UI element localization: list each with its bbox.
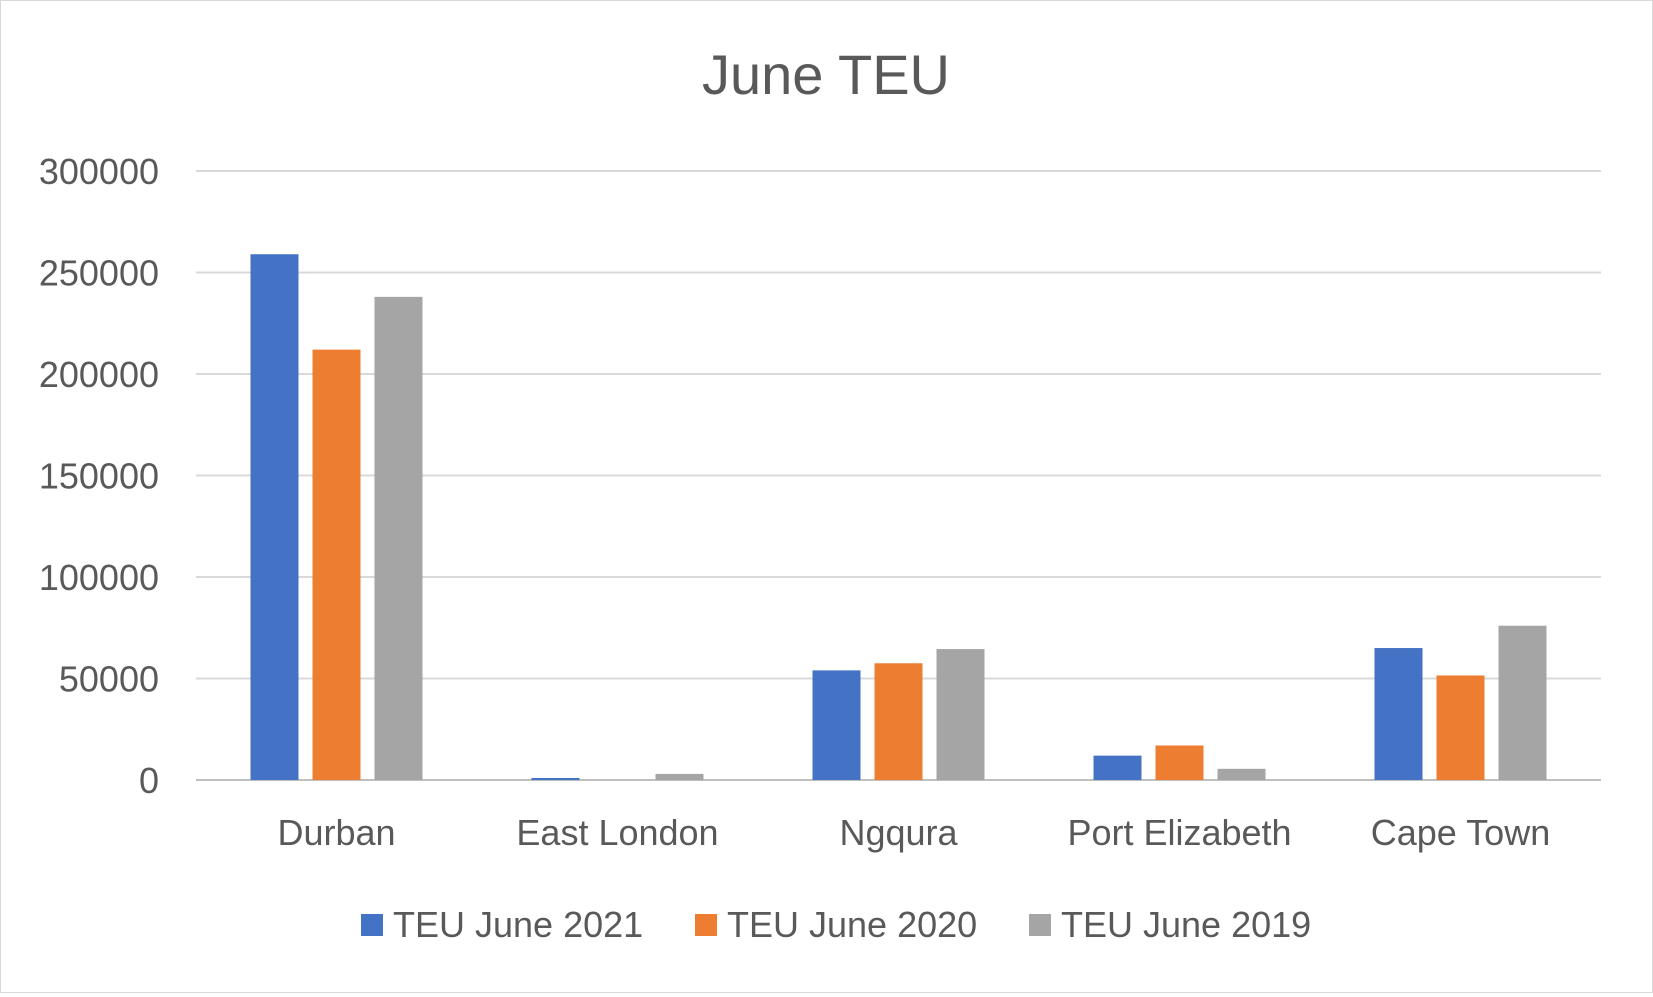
bar-durban-series-1 [250,254,299,781]
legend-swatch [695,914,717,936]
x-category-label: Ngqura [839,812,958,853]
x-category-label: East London [516,812,718,853]
x-axis-category-labels: Durban East London Ngqura Port Elizabeth Cap… [277,812,1550,853]
bar-port-elizabeth-series-1 [1093,755,1142,780]
legend-swatch [361,914,383,936]
y-tick-label: 0 [139,760,159,801]
bar-port-elizabeth-series-2 [1155,745,1204,780]
y-tick-label: 300000 [39,151,159,192]
bar-cape-town-series-2 [1436,675,1485,780]
legend-label: TEU June 2019 [1061,904,1311,945]
bar-ngqura-series-3 [936,649,985,780]
y-tick-label: 100000 [39,557,159,598]
bar-ngqura-series-1 [812,670,861,780]
y-tick-label: 50000 [59,659,159,700]
y-tick-label: 250000 [39,253,159,294]
gridlines [196,170,1601,781]
chart-title: June TEU [702,43,950,106]
bar-east-london-series-3 [655,773,704,780]
bar-cape-town-series-1 [1374,648,1423,780]
legend: TEU June 2021 TEU June 2020 TEU June 2019 [361,904,1311,945]
legend-label: TEU June 2020 [727,904,977,945]
x-category-label: Durban [277,812,395,853]
bar-durban-series-2 [312,349,361,780]
x-category-label: Port Elizabeth [1067,812,1291,853]
bar-ngqura-series-2 [874,663,923,780]
bar-port-elizabeth-series-3 [1217,768,1266,780]
y-axis-tick-labels: 0 50000 100000 150000 200000 250000 300000 [39,151,159,801]
bar-east-london-series-1 [531,777,580,780]
x-category-label: Cape Town [1371,812,1550,853]
legend-label: TEU June 2021 [393,904,643,945]
bars [250,254,1547,781]
bar-durban-series-3 [374,296,423,780]
bar-cape-town-series-3 [1498,625,1547,780]
legend-swatch [1029,914,1051,936]
y-tick-label: 200000 [39,354,159,395]
y-tick-label: 150000 [39,456,159,497]
